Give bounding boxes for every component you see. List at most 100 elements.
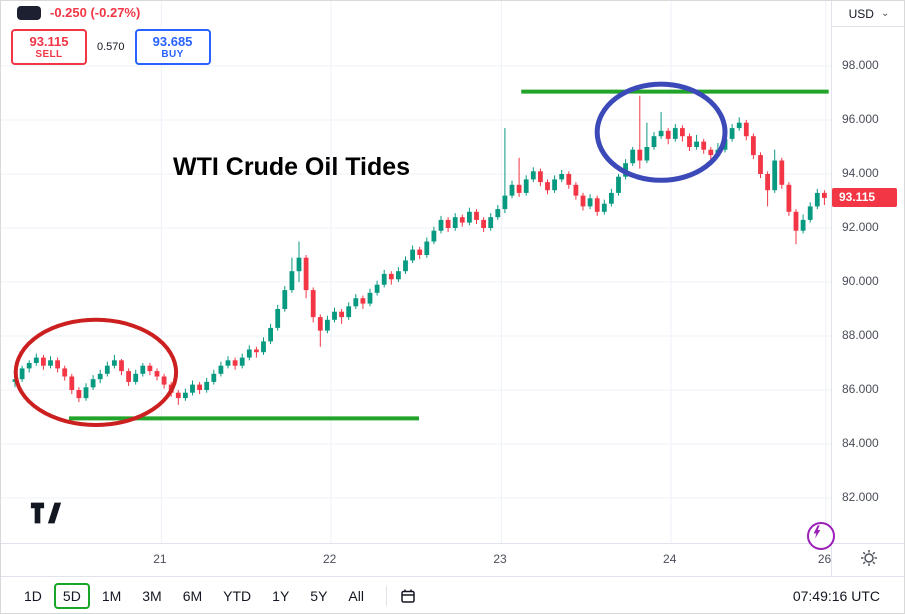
candlestick <box>204 377 210 393</box>
candlestick <box>502 128 508 214</box>
candlestick <box>76 387 82 403</box>
calendar-goto-icon[interactable] <box>399 587 417 605</box>
candlestick <box>665 128 671 145</box>
candlestick <box>190 380 195 396</box>
candlestick <box>310 287 316 323</box>
price-axis-label: 82.000 <box>842 490 879 504</box>
candlestick <box>325 315 330 334</box>
candlestick <box>410 245 415 264</box>
candlestick <box>154 368 160 381</box>
candlestick <box>644 122 650 164</box>
candlestick <box>26 360 32 373</box>
candlestick <box>765 171 770 207</box>
candlestick <box>332 307 337 323</box>
candlestick <box>601 199 607 215</box>
range-all[interactable]: All <box>348 588 364 604</box>
candlestick <box>261 337 266 355</box>
candlestick <box>672 124 678 142</box>
currency-selector[interactable]: USD ⌄ <box>832 1 904 27</box>
sell-button[interactable]: 93.115 SELL <box>11 29 87 65</box>
candlestick <box>779 157 785 189</box>
candlestick <box>481 217 486 233</box>
time-axis-label: 22 <box>322 552 337 566</box>
range-3m[interactable]: 3M <box>142 588 162 604</box>
candlestick <box>424 237 430 258</box>
axis-corner <box>831 544 904 576</box>
range-1m[interactable]: 1M <box>101 588 122 604</box>
candlestick <box>317 314 323 347</box>
ellipse-annotation[interactable] <box>594 81 728 183</box>
range-button-group: 1D 5D 1M 3M 6M YTD 1Y 5Y All <box>15 583 376 609</box>
candlestick <box>680 125 685 142</box>
candlestick <box>467 207 472 226</box>
legend-collapsed-icon[interactable] <box>17 5 41 20</box>
candlestick <box>800 214 806 234</box>
candlestick <box>580 192 586 211</box>
candlestick <box>630 147 636 166</box>
ellipse-annotation[interactable] <box>13 317 179 427</box>
candlestick <box>793 209 799 245</box>
sell-label: SELL <box>35 48 63 60</box>
time-axis-label: 23 <box>493 552 507 566</box>
candlestick <box>772 149 778 193</box>
candlestick <box>225 356 231 369</box>
range-5y[interactable]: 5Y <box>310 588 328 604</box>
candlestick <box>495 205 501 220</box>
candlestick <box>147 363 153 376</box>
candlestick <box>758 152 763 179</box>
candlestick <box>367 288 373 307</box>
candlestick <box>701 138 707 154</box>
lightning-icon <box>813 525 821 539</box>
candlestick <box>431 226 437 245</box>
lightning-badge[interactable] <box>807 522 835 550</box>
candlestick <box>41 354 46 370</box>
spread-value: 0.570 <box>97 41 125 53</box>
candlestick <box>55 357 60 373</box>
candlestick <box>104 361 110 377</box>
range-6m[interactable]: 6M <box>182 588 203 604</box>
candlestick <box>445 217 451 233</box>
chart-canvas[interactable]: -0.250 (-0.27%) 93.115 SELL 0.570 93.685… <box>1 1 835 550</box>
candlestick <box>438 215 444 234</box>
candlestick <box>90 375 96 390</box>
candlestick <box>609 188 614 207</box>
candlestick <box>530 167 536 183</box>
candlestick <box>474 209 479 224</box>
candlestick <box>296 241 302 282</box>
candlestick <box>119 358 124 376</box>
candlestick <box>822 190 827 206</box>
candlestick <box>48 356 53 369</box>
candlestick <box>694 134 699 150</box>
candlestick <box>566 171 572 189</box>
last-price-tag: 93.115 <box>832 187 897 207</box>
gear-icon[interactable] <box>860 549 878 567</box>
tradingview-logo[interactable] <box>29 500 63 526</box>
candlestick <box>374 280 380 296</box>
range-5d[interactable]: 5D <box>53 583 90 609</box>
candlestick <box>708 147 714 161</box>
price-axis-label: 84.000 <box>842 436 879 450</box>
time-axis-label: 24 <box>663 552 677 566</box>
candlestick <box>218 361 224 377</box>
candlestick <box>417 246 423 260</box>
price-change-text: -0.250 (-0.27%) <box>50 5 141 20</box>
candlestick <box>360 295 366 309</box>
range-ytd[interactable]: YTD <box>223 588 252 604</box>
candlestick <box>573 182 579 200</box>
time-axis[interactable]: 21 22 23 24 26 <box>1 543 904 576</box>
candlestick-chart <box>1 1 831 543</box>
range-1d[interactable]: 1D <box>24 588 42 604</box>
price-axis-label: 92.000 <box>842 220 879 234</box>
symbol-legend: -0.250 (-0.27%) <box>17 5 140 20</box>
price-axis-panel[interactable]: USD ⌄ 98.000 96.000 94.000 92.000 90.000 88.0… <box>831 1 904 543</box>
candlestick <box>197 381 202 395</box>
candlestick <box>133 369 139 385</box>
clock-utc: 07:49:16 UTC <box>792 588 880 604</box>
buy-button[interactable]: 93.685 BUY <box>134 29 211 65</box>
candlestick <box>140 363 146 377</box>
price-axis-label: 96.000 <box>842 112 879 126</box>
range-1y[interactable]: 1Y <box>272 588 290 604</box>
candlestick <box>658 111 664 139</box>
candlestick <box>254 346 259 358</box>
chart-title-annotation: WTI Crude Oil Tides <box>173 153 411 181</box>
